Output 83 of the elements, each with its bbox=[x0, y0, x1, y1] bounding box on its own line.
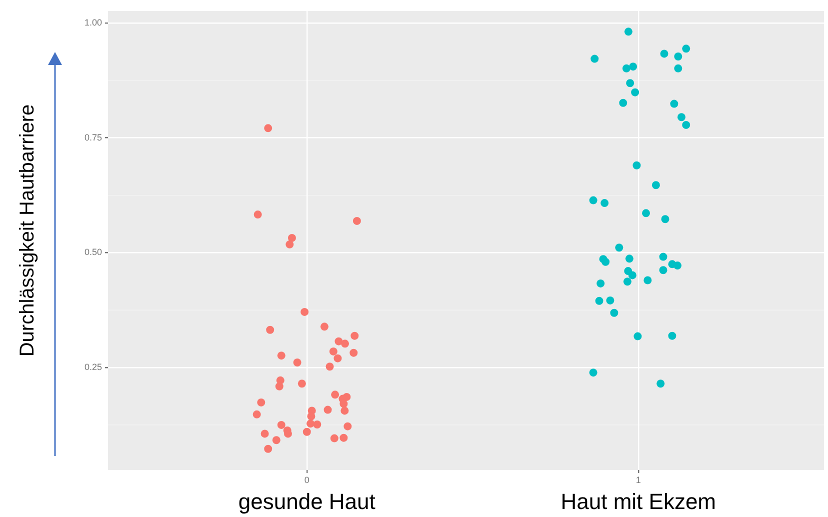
point bbox=[272, 436, 280, 444]
point bbox=[266, 326, 274, 334]
point bbox=[252, 410, 261, 418]
point bbox=[331, 390, 340, 399]
point bbox=[632, 161, 641, 170]
x-tick-label: 0 bbox=[304, 474, 310, 485]
point bbox=[622, 64, 630, 72]
point bbox=[674, 52, 682, 60]
point bbox=[302, 428, 311, 436]
point bbox=[254, 210, 262, 219]
point bbox=[257, 398, 266, 406]
y-tick-label: 0.75 bbox=[84, 132, 102, 142]
point bbox=[634, 332, 642, 340]
point bbox=[615, 244, 624, 252]
point bbox=[313, 420, 322, 429]
point bbox=[661, 215, 670, 224]
point bbox=[307, 412, 316, 420]
point bbox=[631, 88, 640, 96]
point bbox=[300, 308, 309, 316]
y-tick-label: 0.25 bbox=[84, 362, 102, 372]
point bbox=[670, 100, 678, 108]
point bbox=[341, 340, 350, 348]
point bbox=[329, 347, 338, 356]
point bbox=[324, 406, 332, 414]
point bbox=[682, 120, 690, 129]
text: gesunde Haut bbox=[238, 489, 376, 514]
point bbox=[610, 308, 618, 317]
point bbox=[298, 380, 306, 388]
point bbox=[286, 240, 294, 248]
point bbox=[595, 296, 604, 305]
point bbox=[623, 278, 632, 286]
point bbox=[277, 420, 286, 429]
point bbox=[334, 337, 343, 346]
point bbox=[340, 434, 348, 442]
y-tick-label: 1.00 bbox=[84, 17, 102, 28]
point bbox=[352, 216, 361, 225]
point bbox=[619, 98, 628, 107]
point bbox=[288, 234, 296, 242]
point bbox=[659, 266, 668, 274]
point bbox=[260, 430, 269, 438]
point bbox=[677, 113, 686, 122]
point bbox=[674, 64, 682, 72]
point bbox=[264, 124, 272, 132]
point bbox=[340, 406, 349, 415]
point bbox=[320, 322, 328, 331]
x-tick-label: 1 bbox=[636, 474, 641, 485]
point bbox=[350, 332, 359, 340]
point bbox=[264, 444, 272, 453]
point bbox=[682, 44, 690, 53]
point bbox=[656, 380, 665, 388]
point bbox=[326, 362, 334, 371]
point bbox=[306, 420, 315, 428]
point bbox=[673, 262, 682, 270]
point bbox=[624, 28, 632, 36]
point bbox=[642, 209, 650, 218]
point bbox=[652, 181, 660, 190]
point bbox=[334, 354, 342, 362]
point bbox=[628, 271, 636, 280]
point bbox=[275, 382, 284, 390]
point bbox=[606, 296, 614, 304]
point bbox=[596, 279, 605, 288]
y-tick-label: 0.50 bbox=[84, 247, 102, 258]
point bbox=[602, 258, 610, 266]
point bbox=[330, 434, 338, 442]
point bbox=[668, 332, 676, 340]
text: Haut mit Ekzem bbox=[560, 489, 716, 514]
point bbox=[625, 254, 634, 263]
point bbox=[342, 392, 351, 401]
point bbox=[660, 50, 668, 58]
point bbox=[659, 252, 668, 261]
y-axis-title: Durchlässigkeit Hautbarriere bbox=[16, 104, 39, 357]
point bbox=[600, 199, 609, 208]
point bbox=[590, 54, 599, 63]
point bbox=[340, 400, 348, 408]
point bbox=[589, 368, 598, 377]
point bbox=[626, 79, 634, 88]
point bbox=[589, 196, 598, 204]
point bbox=[350, 348, 358, 357]
point bbox=[644, 276, 652, 284]
point bbox=[344, 422, 352, 430]
point bbox=[293, 358, 302, 366]
point bbox=[629, 62, 638, 71]
point bbox=[277, 352, 286, 360]
